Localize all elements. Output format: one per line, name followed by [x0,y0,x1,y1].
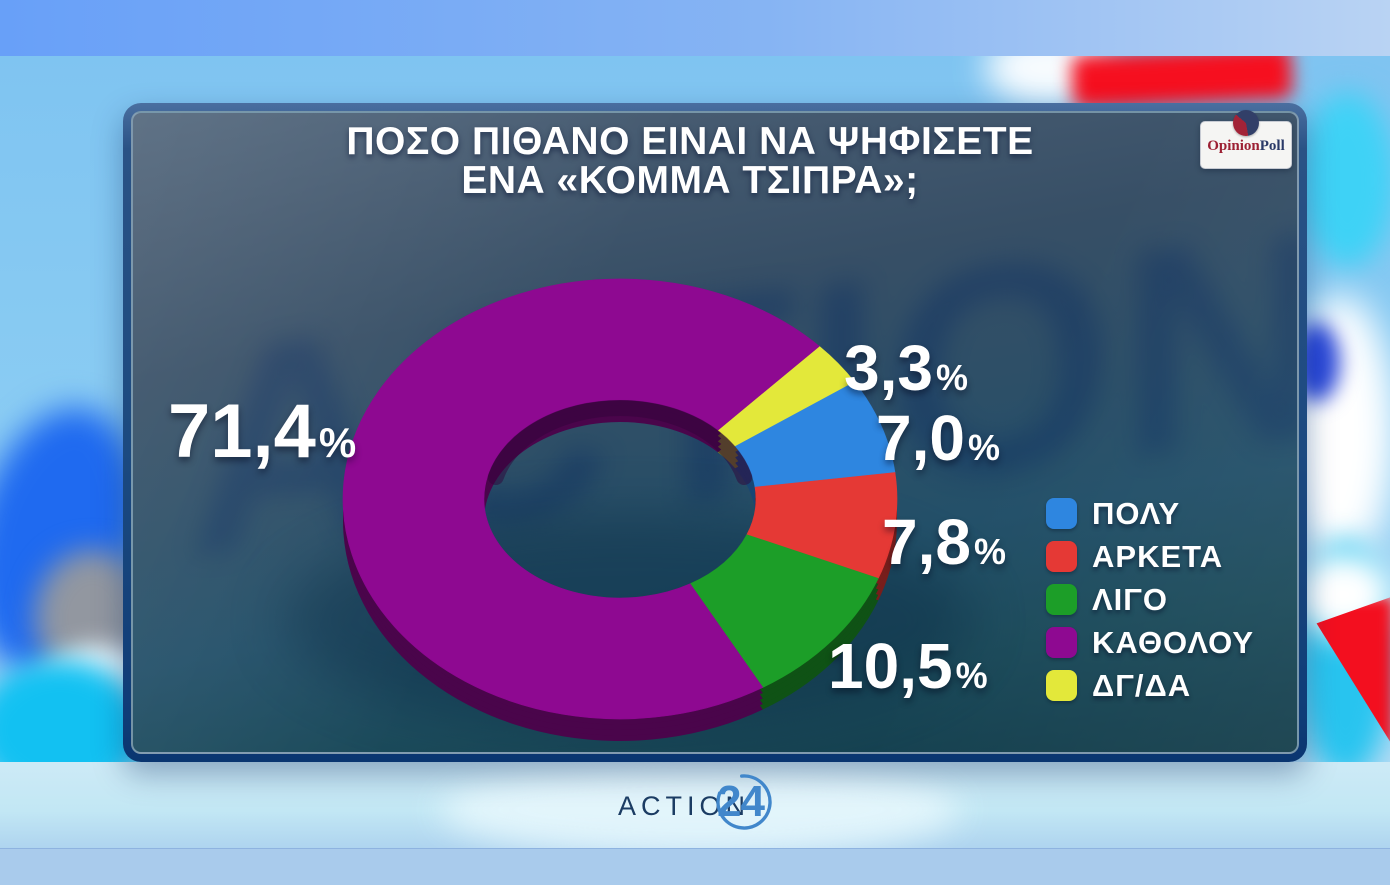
legend-swatch-arketa [1046,541,1077,572]
value-label-dgda: 3,3% [844,332,968,404]
legend-item-poly: ΠΟΛΥ [1046,498,1254,529]
legend-swatch-poly [1046,498,1077,529]
opinionpoll-wordmark: OpinionPoll [1207,138,1285,154]
legend-item-katholou: ΚΑΘΟΛΟΥ [1046,627,1254,658]
action24-circle-icon [716,774,772,830]
legend-swatch-katholou [1046,627,1077,658]
background-band [0,848,1390,885]
legend-swatch-dgda [1046,670,1077,701]
top-strip [0,0,1390,56]
legend-swatch-ligo [1046,584,1077,615]
value-label-katholou: 71,4% [168,389,357,474]
poll-question: ΠΟΣΟ ΠΙΘΑΝΟ ΕΙΝΑΙ ΝΑ ΨΗΦΙΣΕΤΕ ΕΝΑ «ΚΟΜΜΑ… [310,122,1070,200]
value-label-poly: 7,0% [876,402,1000,474]
action24-number: 24 [717,777,765,826]
poll-question-line1: ΠΟΣΟ ΠΙΘΑΝΟ ΕΙΝΑΙ ΝΑ ΨΗΦΙΣΕΤΕ [346,120,1034,163]
poll-question-line2: ΕΝΑ «ΚΟΜΜΑ ΤΣΙΠΡΑ»; [461,159,919,202]
action24-logo: ACTION 24 [618,770,793,836]
opinionpoll-logo: OpinionPoll [1200,110,1292,169]
value-label-ligo: 10,5% [828,630,988,702]
donut-chart [342,278,898,741]
background-glow [440,762,960,857]
pie-chart-icon [1233,110,1259,136]
value-label-arketa: 7,8% [882,506,1006,578]
legend-item-dgda: ΔΓ/ΔΑ [1046,670,1254,701]
legend-item-arketa: ΑΡΚΕΤΑ [1046,541,1254,572]
legend-item-ligo: ΛΙΓΟ [1046,584,1254,615]
chart-legend: ΠΟΛΥ ΑΡΚΕΤΑ ΛΙΓΟ ΚΑΘΟΛΟΥ ΔΓ/ΔΑ [1046,498,1254,713]
background-blob [1300,92,1390,267]
